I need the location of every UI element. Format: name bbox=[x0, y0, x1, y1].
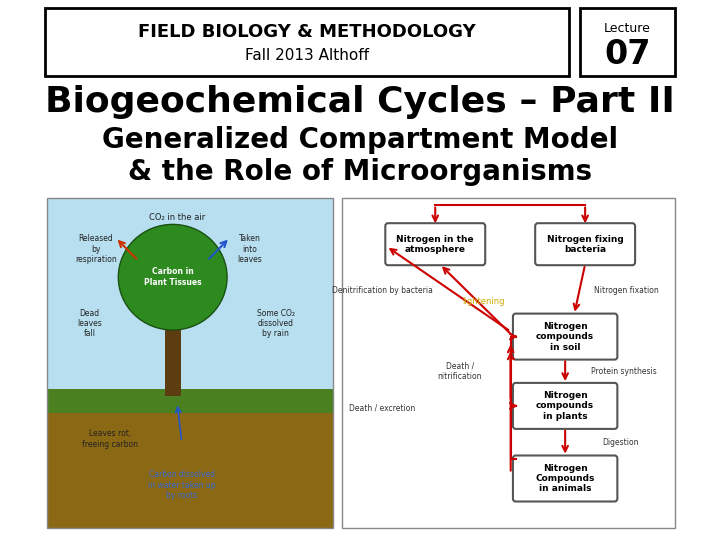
Text: 07: 07 bbox=[604, 38, 651, 71]
Text: Dead
leaves
fall: Dead leaves fall bbox=[77, 308, 102, 338]
Text: Lecture: Lecture bbox=[604, 22, 651, 35]
Text: lightening: lightening bbox=[462, 297, 505, 306]
FancyBboxPatch shape bbox=[47, 198, 333, 396]
Text: Generalized Compartment Model: Generalized Compartment Model bbox=[102, 126, 618, 154]
Text: Death / excretion: Death / excretion bbox=[348, 403, 415, 412]
Text: Taken
into
leaves: Taken into leaves bbox=[238, 234, 262, 264]
Text: Nitrogen
compounds
in plants: Nitrogen compounds in plants bbox=[536, 391, 594, 421]
FancyBboxPatch shape bbox=[47, 389, 333, 413]
Text: & the Role of Microorganisms: & the Role of Microorganisms bbox=[128, 158, 592, 186]
Text: Fall 2013 Althoff: Fall 2013 Althoff bbox=[245, 48, 369, 63]
Text: FIELD BIOLOGY & METHODOLOGY: FIELD BIOLOGY & METHODOLOGY bbox=[138, 23, 476, 42]
Ellipse shape bbox=[118, 225, 227, 330]
FancyBboxPatch shape bbox=[342, 198, 675, 528]
FancyBboxPatch shape bbox=[47, 396, 333, 528]
Text: Denitrification by bacteria: Denitrification by bacteria bbox=[331, 286, 433, 295]
Text: Carbon dissolved
in water taken up
by roots: Carbon dissolved in water taken up by ro… bbox=[148, 470, 215, 500]
Text: Released
by
respiration: Released by respiration bbox=[75, 234, 117, 264]
Text: Digestion: Digestion bbox=[603, 438, 639, 447]
Text: Biogeochemical Cycles – Part II: Biogeochemical Cycles – Part II bbox=[45, 85, 675, 119]
Text: Nitrogen
Compounds
in animals: Nitrogen Compounds in animals bbox=[536, 464, 595, 494]
FancyBboxPatch shape bbox=[165, 323, 181, 396]
FancyBboxPatch shape bbox=[513, 456, 617, 502]
Text: Nitrogen fixing
bacteria: Nitrogen fixing bacteria bbox=[546, 234, 624, 254]
FancyBboxPatch shape bbox=[45, 8, 569, 76]
Text: Some CO₂
dissolved
by rain: Some CO₂ dissolved by rain bbox=[257, 308, 294, 338]
Text: Nitrogen
compounds
in soil: Nitrogen compounds in soil bbox=[536, 322, 594, 352]
Text: CO₂ in the air: CO₂ in the air bbox=[149, 213, 205, 222]
FancyBboxPatch shape bbox=[385, 223, 485, 265]
FancyBboxPatch shape bbox=[513, 383, 617, 429]
FancyBboxPatch shape bbox=[535, 223, 635, 265]
FancyBboxPatch shape bbox=[580, 8, 675, 76]
Text: Nitrogen in the
atmosphere: Nitrogen in the atmosphere bbox=[397, 234, 474, 254]
Text: Nitrogen fixation: Nitrogen fixation bbox=[594, 286, 659, 295]
Text: Carbon in
Plant Tissues: Carbon in Plant Tissues bbox=[144, 267, 202, 287]
Text: Death /
nitrification: Death / nitrification bbox=[438, 362, 482, 381]
FancyBboxPatch shape bbox=[513, 314, 617, 360]
Text: Protein synthesis: Protein synthesis bbox=[591, 367, 657, 376]
Text: Leaves rot,
freeing carbon: Leaves rot, freeing carbon bbox=[81, 429, 138, 449]
